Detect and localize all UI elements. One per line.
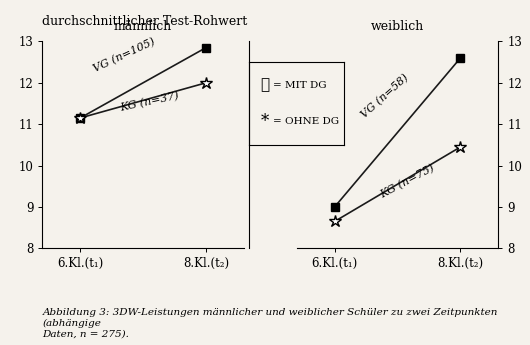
Text: durchschnittlicher Test-Rohwert: durchschnittlicher Test-Rohwert bbox=[42, 14, 248, 28]
Text: Abbildung 3: 3DW-Leistungen männlicher und weiblicher Schüler zu zwei Zeitpunkte: Abbildung 3: 3DW-Leistungen männlicher u… bbox=[42, 308, 498, 338]
Text: KG (n=37): KG (n=37) bbox=[119, 90, 180, 113]
Text: männlich: männlich bbox=[114, 20, 172, 33]
Text: = MIT DG: = MIT DG bbox=[273, 81, 326, 90]
Text: KG (n=75): KG (n=75) bbox=[378, 164, 437, 201]
Text: ☒: ☒ bbox=[261, 78, 270, 92]
Text: *: * bbox=[261, 113, 269, 130]
Text: VG (n=58): VG (n=58) bbox=[359, 72, 411, 120]
Text: VG (n=105): VG (n=105) bbox=[92, 37, 157, 75]
Text: = OHNE DG: = OHNE DG bbox=[273, 117, 339, 126]
Text: weiblich: weiblich bbox=[371, 20, 424, 33]
